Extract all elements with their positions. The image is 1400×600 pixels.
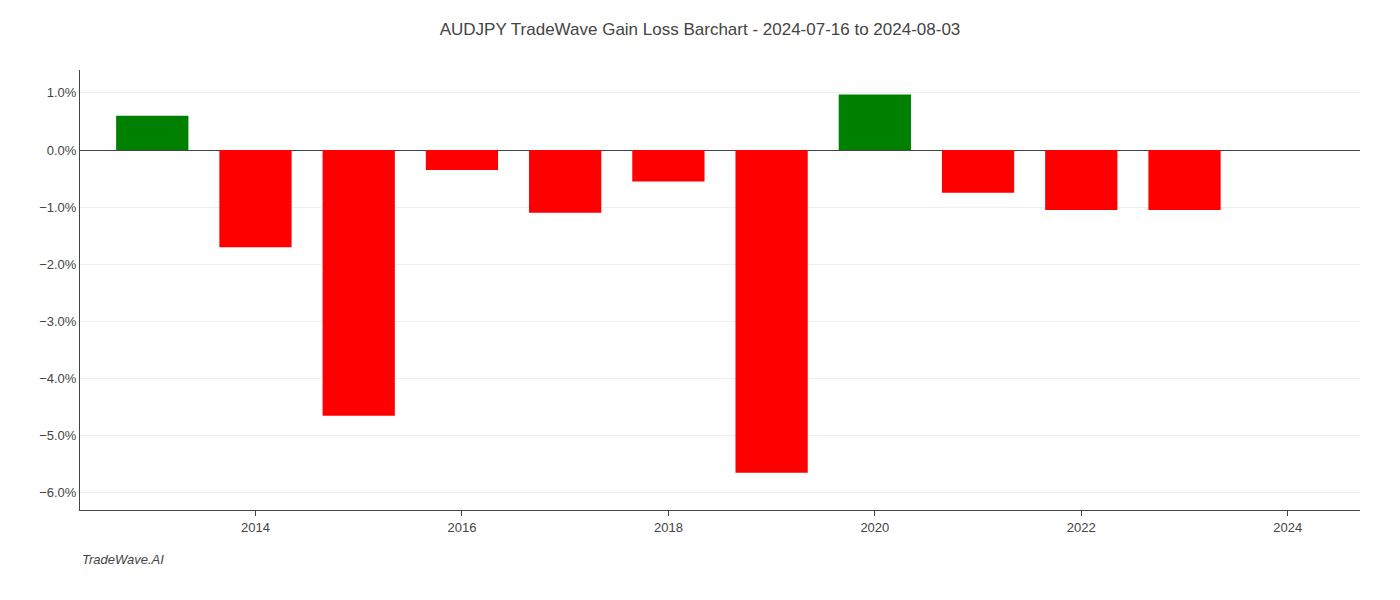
svg-text:0.0%: 0.0% [47, 143, 77, 158]
svg-text:2016: 2016 [447, 520, 476, 535]
svg-text:2024: 2024 [1273, 520, 1302, 535]
svg-text:1.0%: 1.0% [47, 85, 77, 100]
svg-text:−3.0%: −3.0% [39, 314, 77, 329]
svg-text:2020: 2020 [860, 520, 889, 535]
svg-text:−6.0%: −6.0% [39, 485, 77, 500]
svg-text:AUDJPY TradeWave Gain Loss Bar: AUDJPY TradeWave Gain Loss Barchart - 20… [440, 20, 961, 39]
svg-text:−5.0%: −5.0% [39, 428, 77, 443]
svg-text:2022: 2022 [1067, 520, 1096, 535]
svg-text:2014: 2014 [241, 520, 270, 535]
svg-text:−2.0%: −2.0% [39, 257, 77, 272]
svg-text:2018: 2018 [654, 520, 683, 535]
svg-text:−1.0%: −1.0% [39, 200, 77, 215]
svg-text:−4.0%: −4.0% [39, 371, 77, 386]
svg-text:TradeWave.AI: TradeWave.AI [82, 552, 164, 567]
